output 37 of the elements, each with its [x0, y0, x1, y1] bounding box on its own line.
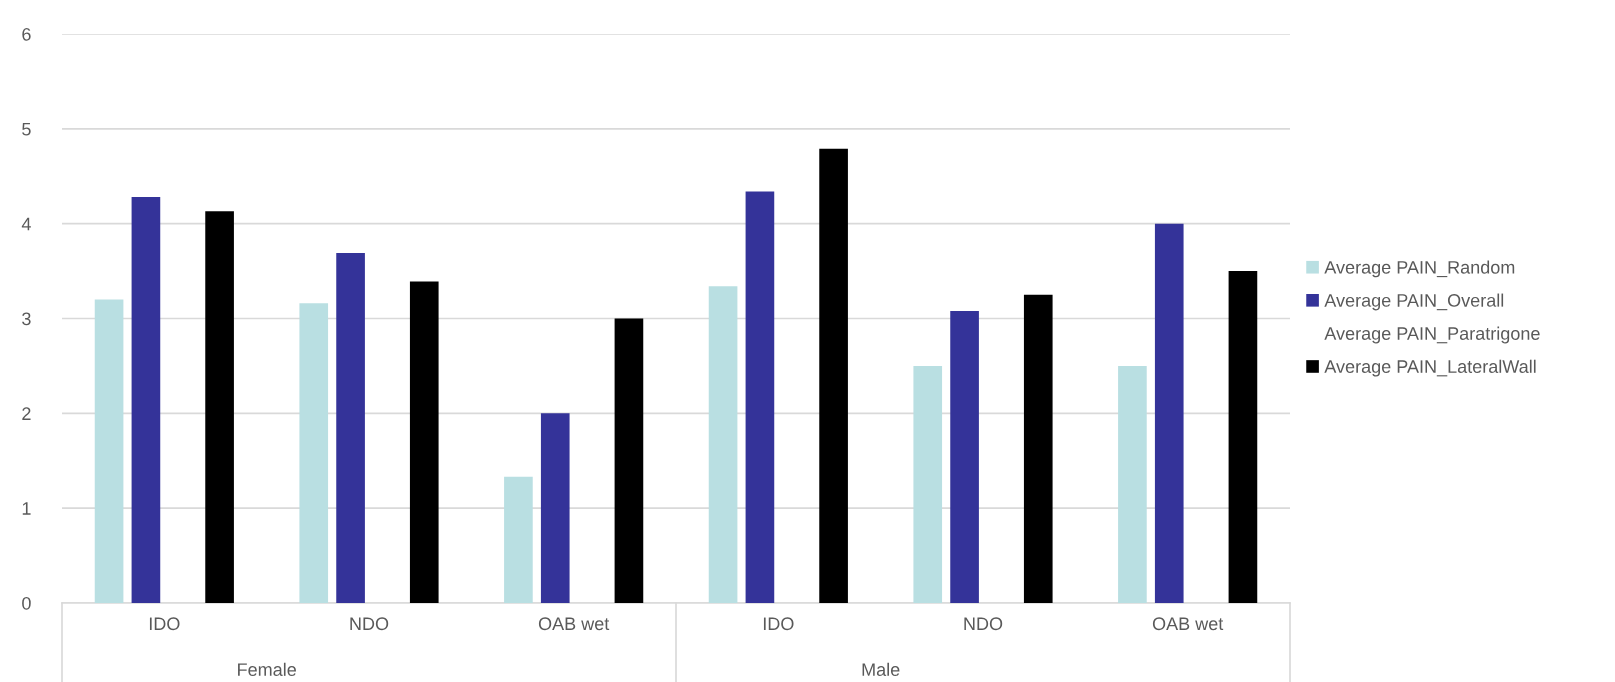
x-tick-label: IDO	[763, 617, 794, 631]
y-tick-label: 4	[21, 217, 31, 231]
bar	[540, 413, 570, 603]
x-tick-label: OAB wet	[538, 617, 610, 631]
bar	[819, 148, 848, 603]
bar	[131, 197, 161, 603]
bar	[1154, 223, 1184, 603]
bar	[708, 286, 738, 603]
bar	[94, 299, 124, 603]
bar	[336, 253, 365, 603]
legend-label: Average PAIN_Overall	[1324, 293, 1504, 311]
y-tick-label: 0	[22, 596, 31, 610]
bar	[205, 211, 234, 603]
y-tick-label: 5	[22, 122, 31, 136]
bar	[1228, 271, 1258, 603]
bar	[913, 365, 943, 603]
x-tick-label: NDO	[350, 617, 389, 631]
y-tick-label: 3	[22, 312, 31, 326]
legend-label: Average PAIN_LateralWall	[1324, 359, 1536, 377]
text: Female	[238, 662, 296, 677]
bar	[299, 303, 329, 603]
text: Average PAIN_Paratrigone	[1324, 326, 1540, 344]
x-tick-label: OAB wet	[1152, 617, 1224, 631]
y-tick-label: 6	[22, 27, 31, 41]
legend-label: Average PAIN_Random	[1324, 260, 1515, 278]
x-tick-label: NDO	[964, 617, 1003, 631]
bar	[1118, 365, 1147, 603]
bar	[409, 281, 439, 603]
bar	[745, 191, 775, 603]
y-tick-label: 1	[22, 502, 31, 515]
bar	[614, 318, 644, 603]
y-tick-label: 2	[22, 407, 31, 420]
bar	[504, 476, 533, 603]
x-tick-label: IDO	[149, 617, 180, 631]
bar	[950, 310, 979, 603]
bar	[1023, 294, 1053, 603]
text: Male	[862, 662, 900, 677]
